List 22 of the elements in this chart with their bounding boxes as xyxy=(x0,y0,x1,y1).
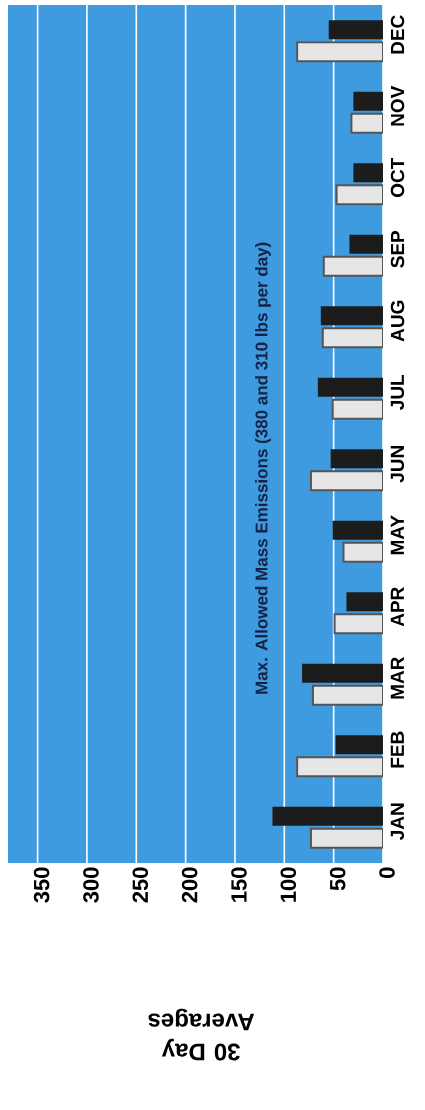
x-tick-label: 200 xyxy=(181,867,198,903)
y-tick-label: AUG xyxy=(390,300,405,342)
y-tick-label: NOV xyxy=(390,85,405,126)
y-tick-label: FEB xyxy=(390,731,404,768)
x-tick-label: 250 xyxy=(132,867,149,903)
y-tick-label: OCT xyxy=(390,157,405,198)
y-tick-label: SEP xyxy=(390,230,405,268)
annotation: Max. Allowed Mass Emissions (380 and 310 lbs per day) xyxy=(255,242,271,694)
y-tick-label: JUL xyxy=(390,374,405,410)
y-tick-label: JAN xyxy=(390,803,405,840)
y-tick-label: JUN xyxy=(390,446,405,483)
x-axis-title: 30 Day Averages xyxy=(148,1008,255,1061)
y-tick-label: DEC xyxy=(390,15,405,54)
x-tick-label: 50 xyxy=(329,867,346,891)
x-tick-label: 150 xyxy=(231,867,247,902)
x-tick-label: 100 xyxy=(280,867,297,902)
x-tick-label: 0 xyxy=(379,867,395,878)
x-tick-label: 300 xyxy=(83,867,99,903)
x-tick-label: 350 xyxy=(33,867,50,903)
y-tick-label: MAR xyxy=(390,657,404,699)
y-tick-label: MAY xyxy=(390,515,404,555)
y-tick-label: APR xyxy=(390,587,404,627)
